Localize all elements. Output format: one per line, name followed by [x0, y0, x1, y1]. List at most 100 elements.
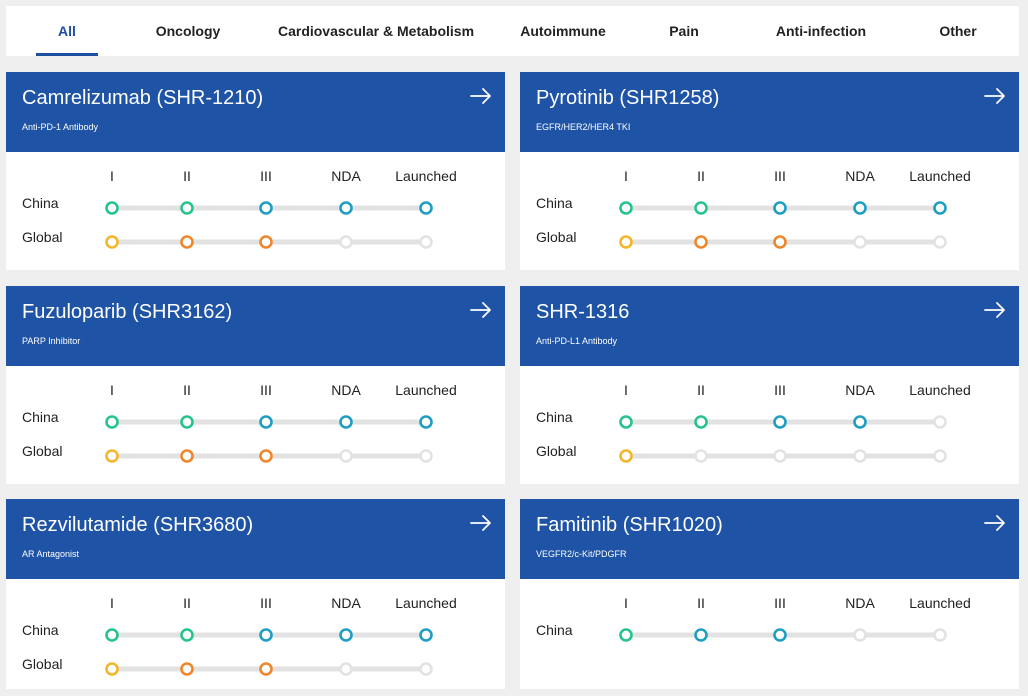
china-progress-track [105, 201, 433, 215]
stage-node [180, 449, 194, 463]
stage-node [339, 449, 353, 463]
global-row-label: Global [22, 443, 63, 459]
drug-card-header[interactable]: Fuzuloparib (SHR3162) PARP Inhibitor [6, 286, 505, 366]
stage-label-launched: Launched [395, 168, 457, 184]
stage-node [339, 662, 353, 676]
drug-card: Famitinib (SHR1020) VEGFR2/c-Kit/PDGFR I II… [520, 499, 1019, 689]
stage-label-launched: Launched [395, 382, 457, 398]
global-row-label: Global [22, 229, 63, 245]
stage-label-ii: II [183, 595, 191, 611]
tab-other[interactable]: Other [939, 23, 977, 39]
stage-node [339, 628, 353, 642]
tab-anti-infection[interactable]: Anti-infection [775, 23, 867, 39]
stage-node [259, 449, 273, 463]
stage-label-launched: Launched [909, 168, 971, 184]
stage-node [853, 201, 867, 215]
drug-card: Camrelizumab (SHR-1210) Anti-PD-1 Antibod… [6, 72, 505, 270]
stage-node [773, 449, 787, 463]
stage-node [105, 628, 119, 642]
stage-label-launched: Launched [909, 382, 971, 398]
stage-node [259, 235, 273, 249]
china-progress-track [619, 201, 947, 215]
global-row-label: Global [536, 443, 577, 459]
stage-node [419, 201, 433, 215]
arrow-right-icon[interactable] [981, 509, 1009, 537]
pipeline-progress: I II III NDA Launched China Global [6, 366, 505, 484]
arrow-right-icon[interactable] [467, 296, 495, 324]
china-row-label: China [22, 622, 59, 638]
stage-label-iii: III [260, 595, 272, 611]
stage-node [419, 235, 433, 249]
arrow-right-icon[interactable] [981, 82, 1009, 110]
drug-card-header[interactable]: Pyrotinib (SHR1258) EGFR/HER2/HER4 TKI [520, 72, 1019, 152]
stage-node [339, 235, 353, 249]
stage-label-i: I [110, 595, 114, 611]
stage-node [933, 201, 947, 215]
stage-node [933, 449, 947, 463]
stage-label-launched: Launched [909, 595, 971, 611]
stage-label-launched: Launched [395, 595, 457, 611]
china-row-label: China [536, 409, 573, 425]
stage-node [619, 235, 633, 249]
drug-card-header[interactable]: Rezvilutamide (SHR3680) AR Antagonist [6, 499, 505, 579]
arrow-right-icon[interactable] [467, 509, 495, 537]
arrow-right-icon[interactable] [467, 82, 495, 110]
tab-oncology[interactable]: Oncology [155, 23, 221, 39]
stage-label-iii: III [774, 382, 786, 398]
category-tab-bar: All Oncology Cardiovascular & Metabolism… [6, 6, 1019, 56]
stage-node [105, 449, 119, 463]
china-progress-track [619, 628, 947, 642]
stage-label-nda: NDA [331, 595, 361, 611]
stage-node [933, 235, 947, 249]
drug-card: SHR-1316 Anti-PD-L1 Antibody I II III NDA Laun… [520, 286, 1019, 484]
stage-node [853, 449, 867, 463]
pipeline-progress: I II III NDA Launched China Global [520, 366, 1019, 484]
drug-target: PARP Inhibitor [22, 336, 81, 346]
china-row-label: China [536, 622, 573, 638]
active-tab-indicator [36, 53, 98, 56]
stage-node [259, 662, 273, 676]
stage-label-ii: II [697, 595, 705, 611]
china-row-label: China [536, 195, 573, 211]
drug-target: VEGFR2/c-Kit/PDGFR [536, 549, 627, 559]
china-progress-track [619, 415, 947, 429]
china-row-label: China [22, 195, 59, 211]
stage-node [105, 201, 119, 215]
drug-card-header[interactable]: Famitinib (SHR1020) VEGFR2/c-Kit/PDGFR [520, 499, 1019, 579]
stage-node [180, 662, 194, 676]
stage-label-nda: NDA [331, 382, 361, 398]
pipeline-progress: I II III NDA Launched China Global [520, 152, 1019, 270]
stage-label-iii: III [260, 382, 272, 398]
stage-node [105, 235, 119, 249]
stage-node [853, 628, 867, 642]
china-row-label: China [22, 409, 59, 425]
stage-node [180, 235, 194, 249]
tab-pain[interactable]: Pain [669, 23, 699, 39]
drug-card-header[interactable]: Camrelizumab (SHR-1210) Anti-PD-1 Antibod… [6, 72, 505, 152]
pipeline-progress: I II III NDA Launched China Global [6, 579, 505, 689]
drug-name: Pyrotinib (SHR1258) [536, 87, 720, 109]
global-progress-track [105, 662, 433, 676]
drug-name: Famitinib (SHR1020) [536, 514, 723, 536]
global-progress-track [105, 235, 433, 249]
stage-label-i: I [110, 382, 114, 398]
arrow-right-icon[interactable] [981, 296, 1009, 324]
stage-label-i: I [624, 595, 628, 611]
stage-node [773, 415, 787, 429]
tab-cardiovascular-metabolism[interactable]: Cardiovascular & Metabolism [277, 23, 475, 39]
stage-label-nda: NDA [845, 382, 875, 398]
drug-target: EGFR/HER2/HER4 TKI [536, 122, 631, 132]
stage-node [180, 415, 194, 429]
stage-node [339, 415, 353, 429]
stage-node [853, 235, 867, 249]
stage-label-i: I [110, 168, 114, 184]
global-row-label: Global [22, 656, 63, 672]
stage-node [259, 201, 273, 215]
stage-label-iii: III [260, 168, 272, 184]
tab-autoimmune[interactable]: Autoimmune [520, 23, 606, 39]
pipeline-progress: I II III NDA Launched China Global [6, 152, 505, 270]
stage-node [933, 415, 947, 429]
tab-all[interactable]: All [58, 23, 76, 39]
drug-card-header[interactable]: SHR-1316 Anti-PD-L1 Antibody [520, 286, 1019, 366]
stage-node [619, 628, 633, 642]
